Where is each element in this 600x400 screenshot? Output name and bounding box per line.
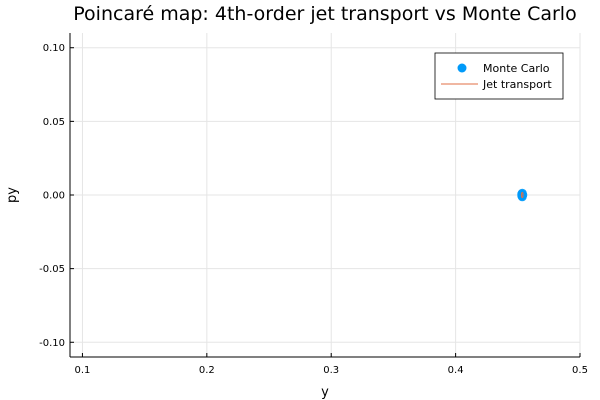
legend-marker-monte-carlo [457, 63, 467, 73]
legend-label-monte-carlo: Monte Carlo [483, 62, 550, 75]
grid-lines [70, 33, 581, 357]
plot-area [517, 188, 528, 202]
y-ticks: 0.10 0.05 0.00 -0.05 -0.10 [39, 43, 74, 349]
y-tick-label: 0.05 [43, 117, 65, 128]
x-axis-label: y [321, 385, 329, 400]
y-tick-label: -0.05 [39, 264, 65, 275]
x-ticks: 0.1 0.2 0.3 0.4 0.5 [74, 353, 588, 376]
chart-title: Poincaré map: 4th-order jet transport vs… [73, 3, 576, 25]
legend: Monte Carlo Jet transport [434, 52, 564, 100]
y-tick-label: -0.10 [39, 338, 65, 349]
y-axis-label: py [5, 187, 20, 203]
jet-transport-curve [521, 191, 524, 199]
x-tick-label: 0.2 [199, 365, 215, 376]
legend-box [434, 52, 564, 100]
y-tick-label: 0.00 [43, 191, 65, 202]
legend-label-jet-transport: Jet transport [482, 78, 552, 91]
x-tick-label: 0.4 [448, 365, 464, 376]
x-tick-label: 0.3 [323, 365, 339, 376]
x-tick-label: 0.5 [572, 365, 588, 376]
x-tick-label: 0.1 [74, 365, 90, 376]
y-tick-label: 0.10 [43, 43, 65, 54]
